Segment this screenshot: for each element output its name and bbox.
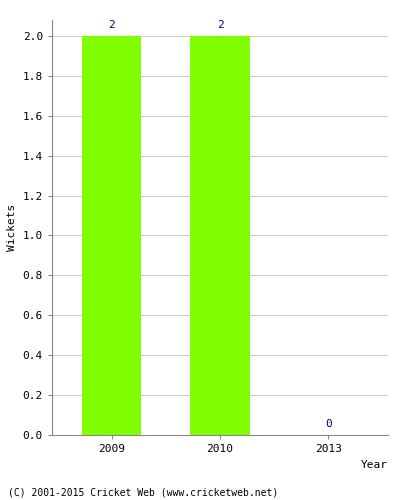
Bar	[190, 36, 250, 435]
Text: 2: 2	[217, 20, 223, 30]
X-axis label: Year: Year	[361, 460, 388, 469]
Y-axis label: Wickets: Wickets	[7, 204, 17, 251]
Text: (C) 2001-2015 Cricket Web (www.cricketweb.net): (C) 2001-2015 Cricket Web (www.cricketwe…	[8, 488, 278, 498]
Bar	[82, 36, 142, 435]
Text: 0: 0	[325, 419, 332, 429]
Text: 2: 2	[108, 20, 115, 30]
